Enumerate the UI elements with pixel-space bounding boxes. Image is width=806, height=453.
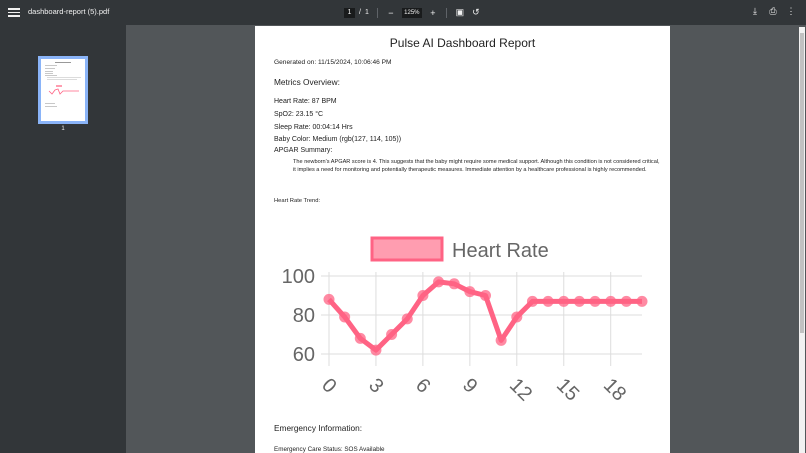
- data-point: [448, 278, 460, 290]
- data-point: [542, 295, 554, 307]
- legend-label: Heart Rate: [452, 240, 549, 262]
- page-zoom-controls: 1 / 1 − 125% + ▣ ↺: [344, 5, 481, 20]
- data-point: [495, 334, 507, 346]
- heart-rate-chart: Heart Rate 100 80 60 0 3 6 9 12 15 18: [282, 236, 648, 406]
- zoom-level-input[interactable]: 125%: [401, 7, 422, 18]
- apgar-heading: APGAR Summary:: [274, 147, 333, 154]
- zoom-out-button[interactable]: −: [388, 7, 394, 18]
- more-options-icon[interactable]: ⋮: [786, 5, 796, 16]
- data-point: [433, 276, 445, 288]
- data-point: [480, 290, 491, 301]
- download-icon[interactable]: ⤓: [753, 5, 757, 16]
- menu-icon[interactable]: [8, 6, 20, 18]
- apgar-summary-text: The newborn's APGAR score is 4. This sug…: [293, 159, 660, 174]
- emergency-heading: Emergency Information:: [274, 423, 363, 433]
- svg-text:60: 60: [293, 344, 315, 366]
- svg-text:0: 0: [317, 374, 340, 397]
- data-point: [417, 290, 429, 301]
- divider: [445, 7, 447, 18]
- fit-page-icon[interactable]: ▣: [455, 7, 465, 17]
- total-pages: 1: [364, 9, 369, 16]
- svg-text:15: 15: [552, 374, 583, 405]
- data-point: [323, 293, 335, 305]
- pdf-page: Pulse AI Dashboard Report Generated on: …: [255, 26, 670, 453]
- generated-timestamp: Generated on: 11/15/2024, 10:06:46 PM: [274, 59, 392, 66]
- page-thumbnail[interactable]: [38, 56, 88, 124]
- metric-sleep-rate: Sleep Rate: 00:04:14 Hrs: [274, 124, 353, 131]
- data-point: [573, 295, 585, 307]
- data-point: [526, 295, 538, 307]
- metrics-heading: Metrics Overview:: [274, 77, 340, 87]
- data-point: [636, 295, 648, 307]
- svg-text:80: 80: [293, 305, 315, 327]
- print-icon[interactable]: ⎙: [769, 5, 777, 16]
- vertical-scrollbar[interactable]: [780, 25, 806, 453]
- document-title: dashboard-report (5).pdf: [28, 7, 110, 16]
- thumbnail-page-number: 1: [61, 126, 65, 132]
- data-point: [354, 332, 366, 344]
- trend-label: Heart Rate Trend:: [274, 198, 321, 204]
- divider: [376, 7, 378, 18]
- document-viewer: Pulse AI Dashboard Report Generated on: …: [126, 25, 780, 453]
- legend-swatch: [370, 236, 444, 262]
- svg-text:9: 9: [458, 374, 481, 397]
- thumbnail-sidebar: 1: [0, 25, 126, 453]
- metric-baby-color: Baby Color: Medium (rgb(127, 114, 105)): [274, 136, 402, 143]
- metric-heart-rate: Heart Rate: 87 BPM: [274, 98, 337, 105]
- data-point: [339, 311, 351, 323]
- thumbnail-preview: [45, 62, 81, 107]
- data-point: [620, 295, 632, 307]
- data-point: [605, 295, 617, 307]
- svg-text:12: 12: [505, 374, 536, 405]
- zoom-in-button[interactable]: +: [430, 7, 436, 18]
- report-title: Pulse AI Dashboard Report: [389, 36, 536, 50]
- svg-text:100: 100: [282, 266, 315, 288]
- page-separator: /: [359, 9, 361, 16]
- svg-text:3: 3: [364, 374, 387, 397]
- scroll-track[interactable]: [799, 27, 805, 453]
- data-point: [558, 295, 570, 307]
- data-point: [386, 329, 398, 340]
- data-point: [370, 344, 382, 356]
- emergency-status: Emergency Care Status: SOS Available: [274, 446, 385, 453]
- page-number-input[interactable]: 1: [344, 7, 355, 18]
- scroll-thumb[interactable]: [800, 33, 804, 333]
- data-point: [401, 313, 413, 325]
- svg-text:6: 6: [411, 374, 434, 397]
- data-point: [511, 311, 523, 323]
- svg-text:18: 18: [599, 374, 630, 405]
- metric-spo2: SpO2: 23.15 °C: [274, 111, 324, 118]
- pdf-toolbar: dashboard-report (5).pdf 1 / 1 − 125% + …: [0, 0, 806, 25]
- data-point: [589, 295, 601, 307]
- data-point: [464, 286, 476, 298]
- rotate-icon[interactable]: ↺: [472, 7, 480, 17]
